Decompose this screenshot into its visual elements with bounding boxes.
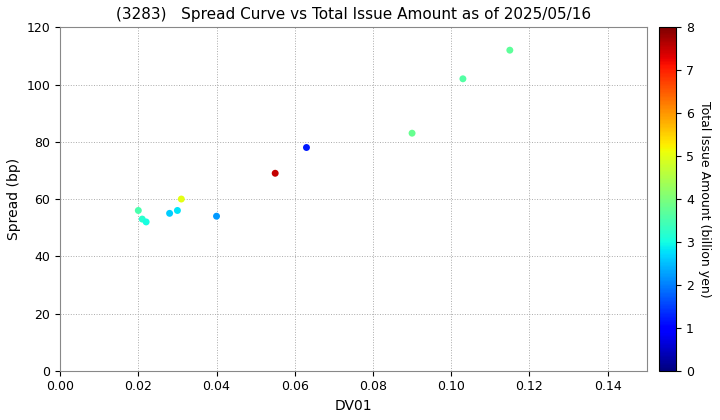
X-axis label: DV01: DV01	[335, 399, 372, 413]
Point	[406, 130, 418, 136]
Point	[137, 216, 148, 223]
Title: (3283)   Spread Curve vs Total Issue Amount as of 2025/05/16: (3283) Spread Curve vs Total Issue Amoun…	[116, 7, 591, 22]
Y-axis label: Total Issue Amount (billion yen): Total Issue Amount (billion yen)	[698, 101, 711, 297]
Y-axis label: Spread (bp): Spread (bp)	[7, 158, 21, 240]
Point	[269, 170, 281, 177]
Point	[171, 207, 183, 214]
Point	[164, 210, 176, 217]
Point	[176, 196, 187, 202]
Point	[457, 76, 469, 82]
Point	[132, 207, 144, 214]
Point	[504, 47, 516, 53]
Point	[301, 144, 312, 151]
Point	[211, 213, 222, 220]
Point	[140, 218, 152, 225]
